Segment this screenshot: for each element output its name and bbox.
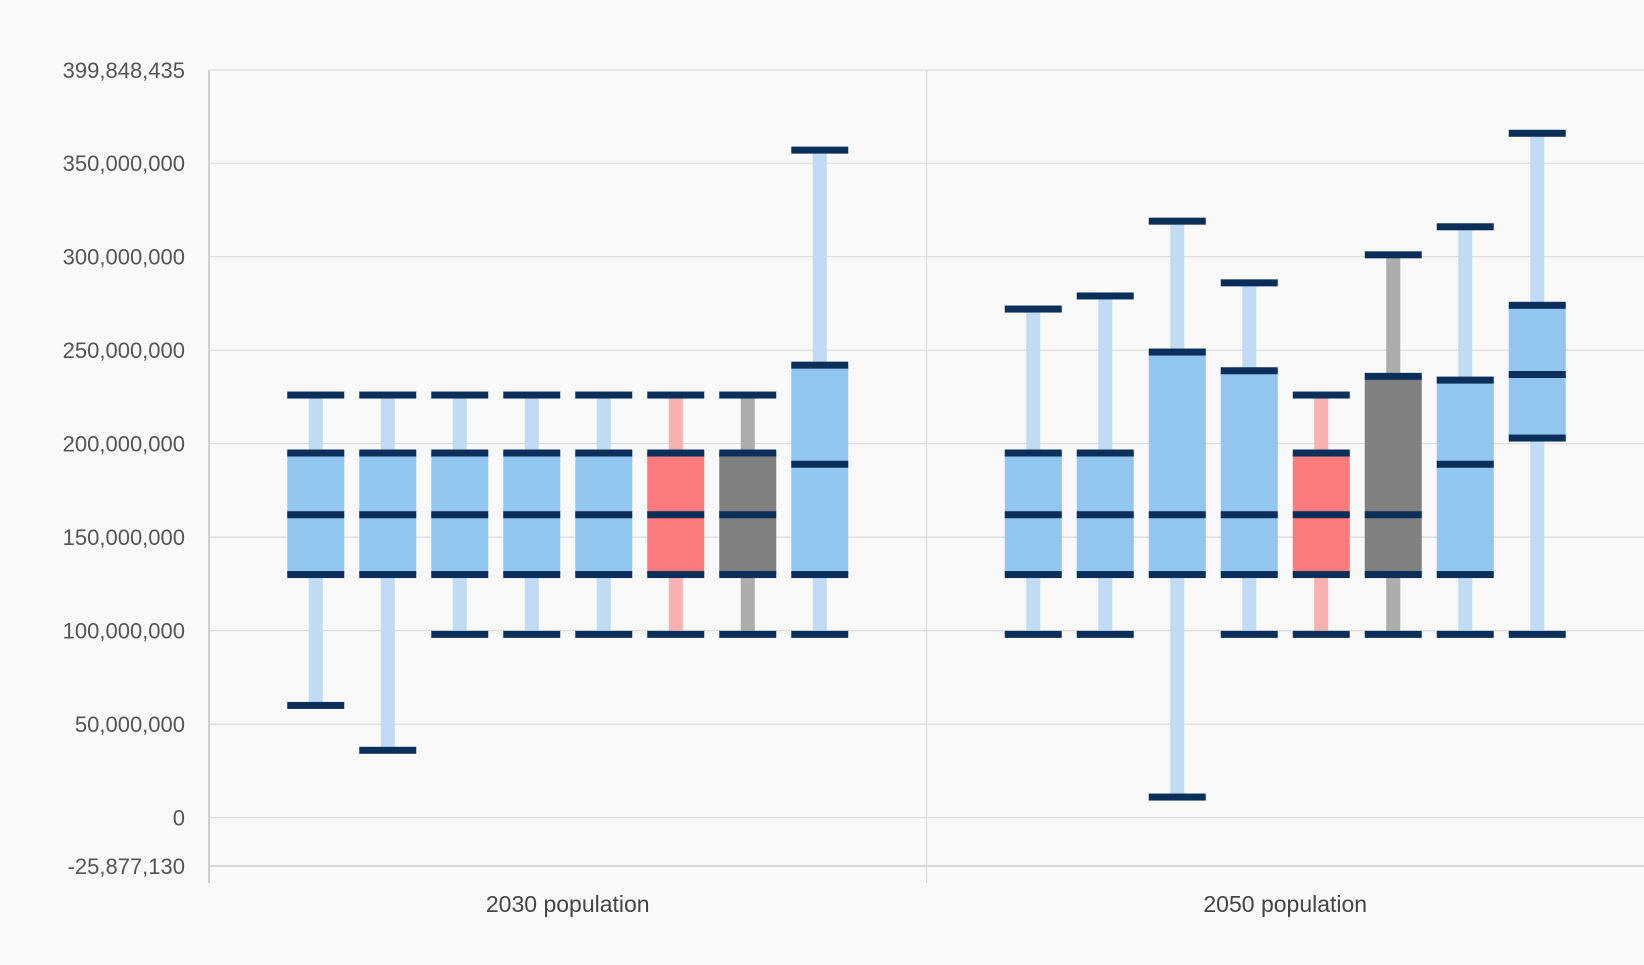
y-tick-label: 100,000,000 bbox=[63, 619, 185, 644]
whisker-cap-max bbox=[359, 391, 417, 399]
y-tick-label: 399,848,435 bbox=[63, 58, 185, 83]
quartile-line-q3 bbox=[1508, 301, 1566, 309]
quartile-line-q3 bbox=[719, 449, 777, 457]
quartile-line-q1 bbox=[719, 571, 777, 579]
whisker-cap-min bbox=[1004, 630, 1062, 638]
median-line bbox=[431, 511, 489, 519]
whisker-cap-max bbox=[1508, 129, 1566, 137]
quartile-line-q3 bbox=[647, 449, 705, 457]
whisker-cap-max bbox=[1436, 223, 1494, 231]
median-line bbox=[647, 511, 705, 519]
box-iqr bbox=[1436, 380, 1494, 575]
median-line bbox=[1004, 511, 1062, 519]
whisker-cap-min bbox=[287, 701, 345, 709]
whisker-cap-max bbox=[431, 391, 489, 399]
box-iqr bbox=[1220, 370, 1278, 575]
quartile-line-q1 bbox=[359, 571, 417, 579]
y-tick-label: -25,877,130 bbox=[68, 854, 185, 879]
y-tick-label: 0 bbox=[173, 806, 185, 831]
y-tick-label: 200,000,000 bbox=[63, 432, 185, 457]
whisker-cap-max bbox=[791, 146, 849, 154]
quartile-line-q1 bbox=[503, 571, 561, 579]
quartile-line-q1 bbox=[1436, 571, 1494, 579]
median-line bbox=[719, 511, 777, 519]
whisker-cap-max bbox=[503, 391, 561, 399]
quartile-line-q3 bbox=[431, 449, 489, 457]
box-iqr bbox=[1364, 376, 1422, 575]
whisker-cap-max bbox=[1220, 279, 1278, 287]
median-line bbox=[287, 511, 345, 519]
median-line bbox=[1076, 511, 1134, 519]
whisker-cap-min bbox=[1148, 793, 1206, 801]
quartile-line-q3 bbox=[1436, 376, 1494, 384]
whisker-cap-min bbox=[1508, 630, 1566, 638]
quartile-line-q1 bbox=[1292, 571, 1350, 579]
median-line bbox=[575, 511, 633, 519]
quartile-line-q3 bbox=[503, 449, 561, 457]
quartile-line-q3 bbox=[1004, 449, 1062, 457]
whisker-cap-max bbox=[1364, 251, 1422, 259]
whisker-cap-max bbox=[1076, 292, 1134, 300]
quartile-line-q3 bbox=[1220, 367, 1278, 375]
quartile-line-q3 bbox=[1148, 348, 1206, 356]
y-tick-label: 250,000,000 bbox=[63, 338, 185, 363]
x-category-label: 2050 population bbox=[1203, 891, 1367, 917]
whisker-cap-min bbox=[647, 630, 705, 638]
y-tick-label: 150,000,000 bbox=[63, 525, 185, 550]
quartile-line-q1 bbox=[791, 571, 849, 579]
whisker-cap-min bbox=[719, 630, 777, 638]
quartile-line-q1 bbox=[1220, 571, 1278, 579]
x-category-label: 2030 population bbox=[486, 891, 650, 917]
whisker-cap-max bbox=[719, 391, 777, 399]
median-line bbox=[1364, 511, 1422, 519]
whisker-cap-min bbox=[503, 630, 561, 638]
median-line bbox=[1436, 460, 1494, 468]
whisker-cap-min bbox=[1220, 630, 1278, 638]
quartile-line-q1 bbox=[1508, 434, 1566, 442]
whisker-cap-max bbox=[647, 391, 705, 399]
median-line bbox=[1220, 511, 1278, 519]
quartile-line-q1 bbox=[575, 571, 633, 579]
whisker-cap-min bbox=[359, 746, 417, 754]
median-line bbox=[1148, 511, 1206, 519]
whisker-cap-min bbox=[1076, 630, 1134, 638]
whisker-cap-min bbox=[1364, 630, 1422, 638]
quartile-line-q3 bbox=[791, 361, 849, 369]
quartile-line-q3 bbox=[575, 449, 633, 457]
box-iqr bbox=[1148, 352, 1206, 575]
y-tick-label: 50,000,000 bbox=[75, 712, 185, 737]
quartile-line-q3 bbox=[1076, 449, 1134, 457]
median-line bbox=[1292, 511, 1350, 519]
quartile-line-q1 bbox=[1004, 571, 1062, 579]
median-line bbox=[791, 460, 849, 468]
whisker-cap-min bbox=[431, 630, 489, 638]
quartile-line-q1 bbox=[1364, 571, 1422, 579]
quartile-line-q1 bbox=[1148, 571, 1206, 579]
whisker-cap-min bbox=[1436, 630, 1494, 638]
whisker-cap-max bbox=[1148, 217, 1206, 225]
whisker-cap-max bbox=[1292, 391, 1350, 399]
whisker-cap-max bbox=[287, 391, 345, 399]
y-tick-label: 300,000,000 bbox=[63, 245, 185, 270]
median-line bbox=[503, 511, 561, 519]
whisker-cap-min bbox=[791, 630, 849, 638]
quartile-line-q1 bbox=[1076, 571, 1134, 579]
quartile-line-q3 bbox=[359, 449, 417, 457]
quartile-line-q1 bbox=[287, 571, 345, 579]
quartile-line-q3 bbox=[1364, 372, 1422, 380]
whisker-cap-max bbox=[575, 391, 633, 399]
quartile-line-q3 bbox=[287, 449, 345, 457]
median-line bbox=[1508, 370, 1566, 378]
whisker-cap-max bbox=[1004, 305, 1062, 313]
quartile-line-q3 bbox=[1292, 449, 1350, 457]
quartile-line-q1 bbox=[647, 571, 705, 579]
quartile-line-q1 bbox=[431, 571, 489, 579]
box-iqr bbox=[791, 365, 849, 575]
y-tick-label: 350,000,000 bbox=[63, 151, 185, 176]
whisker-cap-min bbox=[1292, 630, 1350, 638]
whisker-cap-min bbox=[575, 630, 633, 638]
median-line bbox=[359, 511, 417, 519]
